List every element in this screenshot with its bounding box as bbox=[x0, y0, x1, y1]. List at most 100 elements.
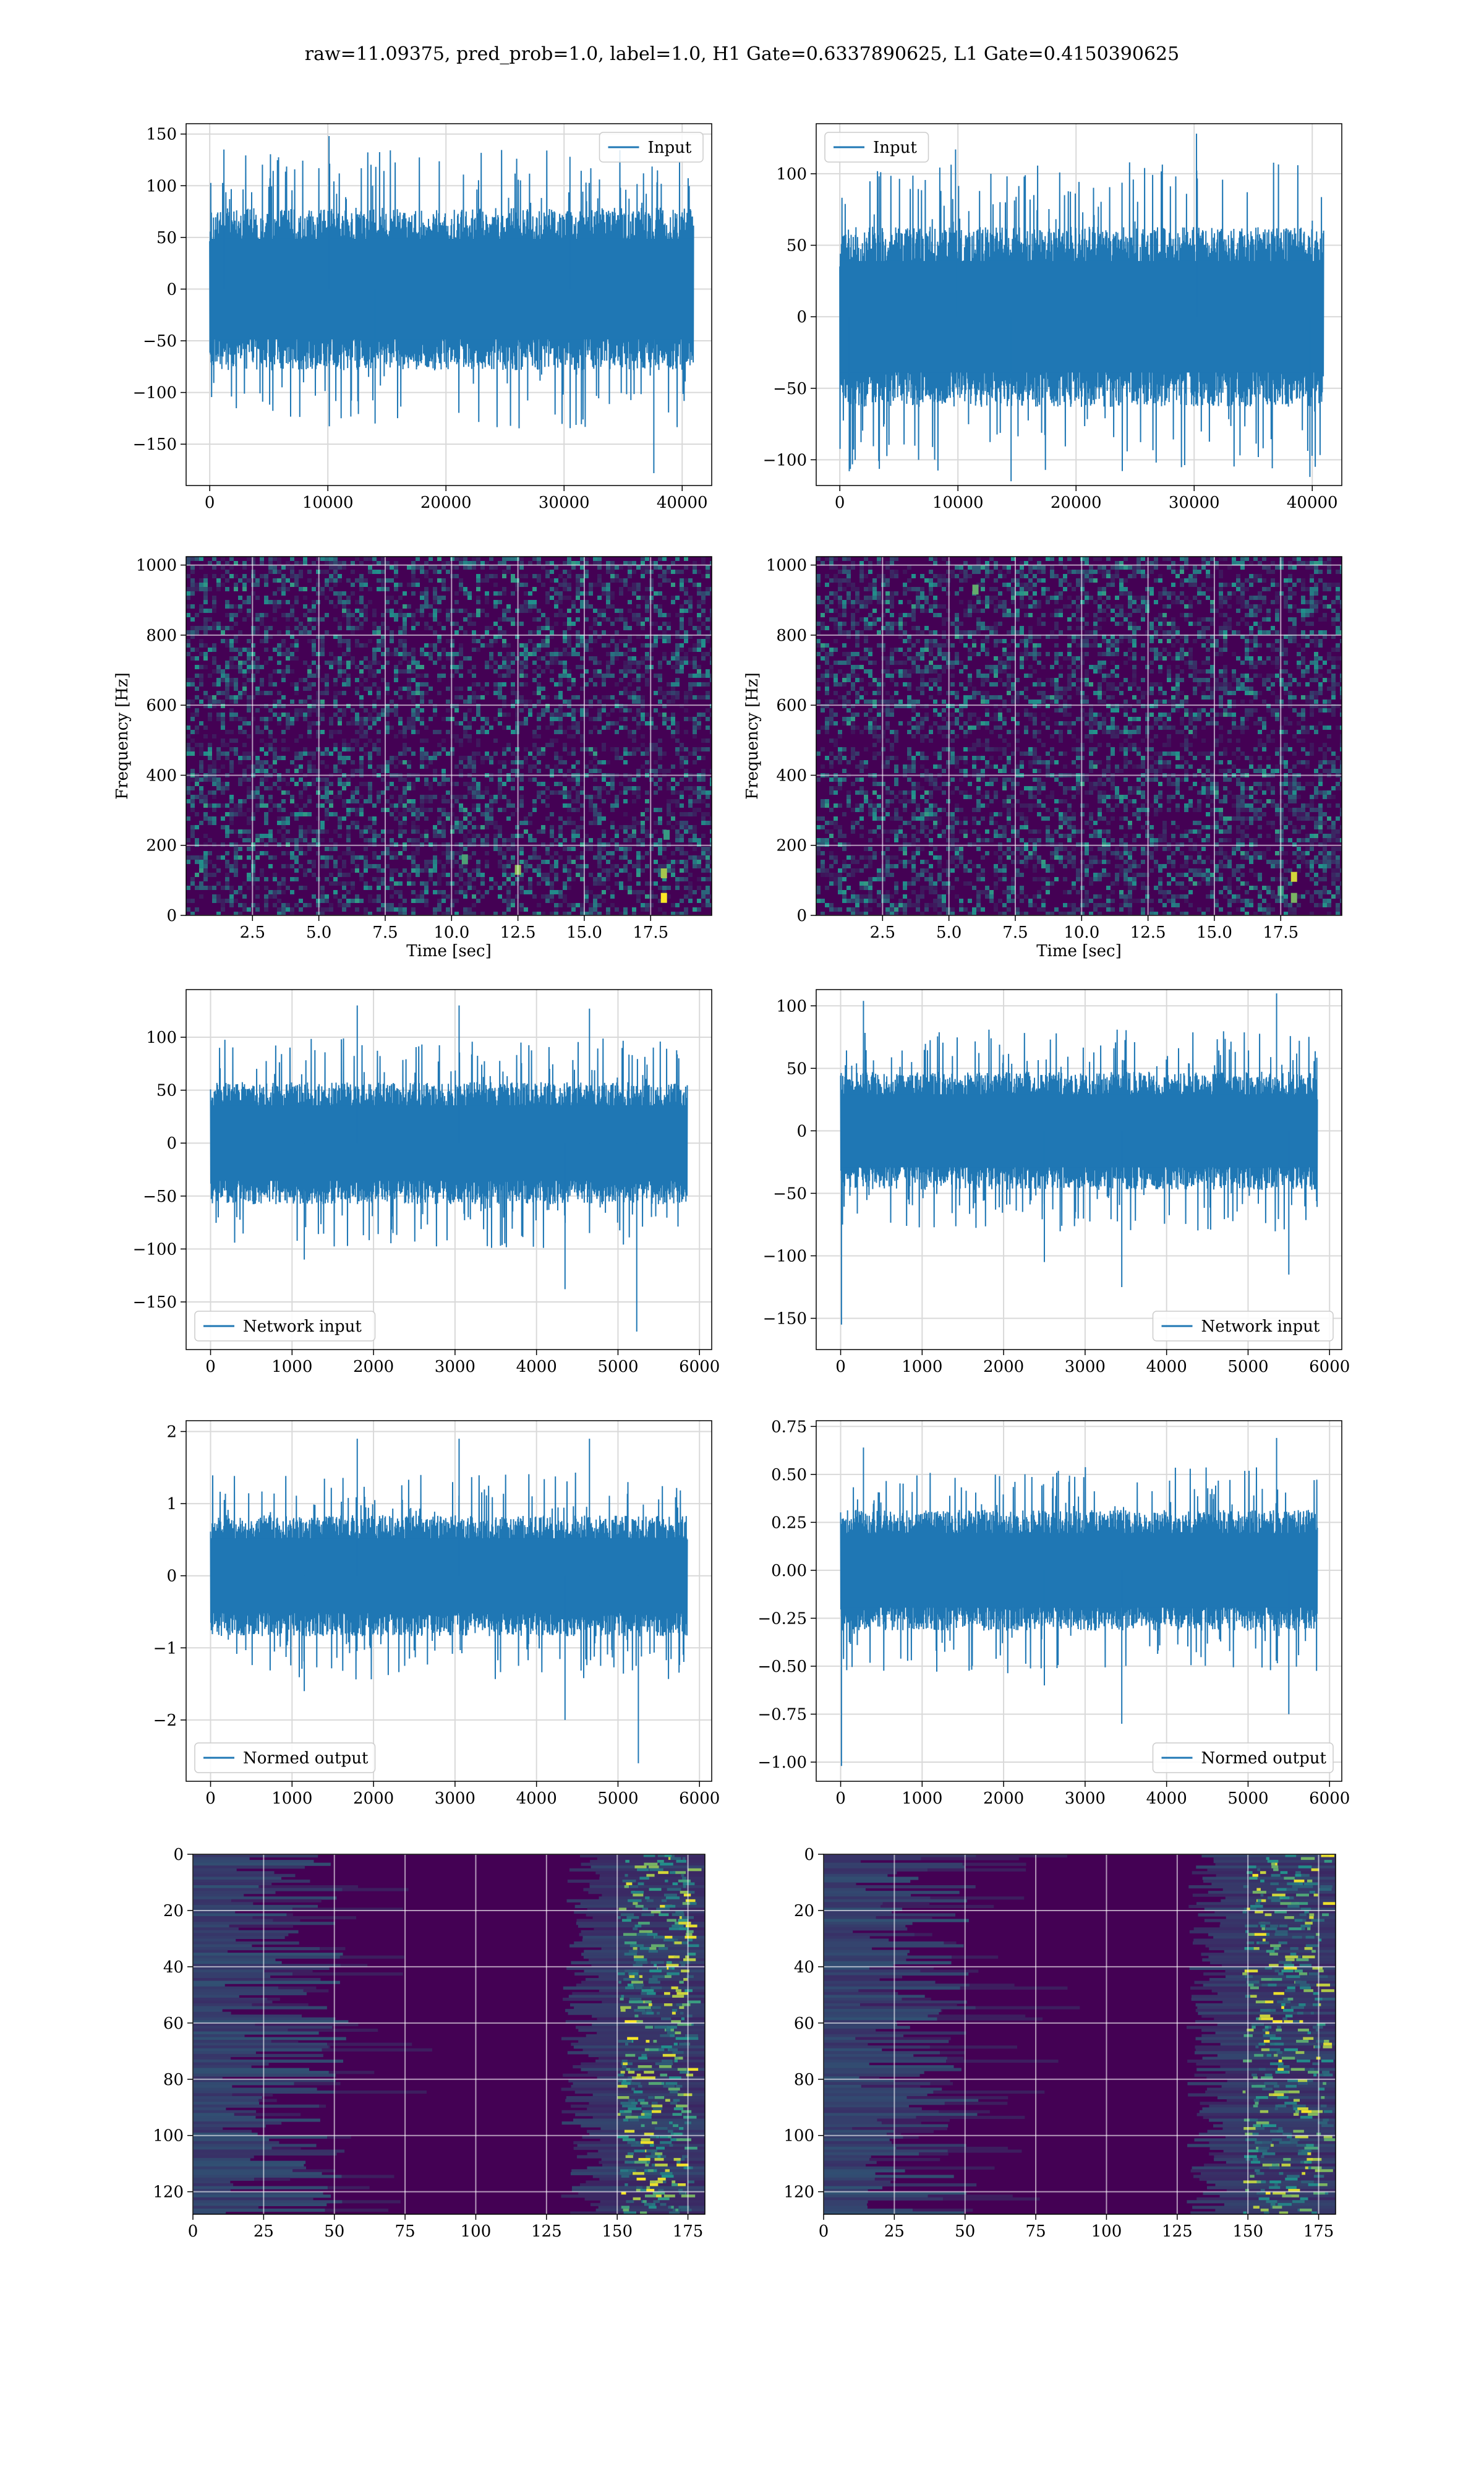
features-h1-ytick-label: 100 bbox=[153, 2127, 184, 2146]
features-h1-ytick-label: 40 bbox=[163, 1958, 184, 1977]
input-h1-xtick-label: 30000 bbox=[539, 494, 590, 512]
features-h1-chart: 0 25 50 75 100 125 150 175 0 20 40 60 80 100 120 bbox=[153, 1846, 706, 2241]
input-h1-frame bbox=[186, 123, 712, 486]
input-l1-trace bbox=[839, 162, 1324, 471]
spectrogram-h1-hotspot-1 bbox=[660, 868, 667, 879]
input-h1-chart: 0 10000 20000 30000 40000 −150 −100 −50 0 50 100 15… bbox=[133, 123, 712, 512]
input-h1-xtick-label: 10000 bbox=[302, 494, 354, 512]
features-h1-xtick-label: 75 bbox=[395, 2222, 416, 2241]
network-input-l1-xtick-label: 2000 bbox=[983, 1358, 1024, 1376]
network-input-h1-frame bbox=[186, 989, 712, 1350]
spectrogram-l1-xlabel: Time [sec] bbox=[1036, 942, 1122, 961]
normed-output-h1-legend: Normed output bbox=[194, 1742, 376, 1773]
normed-output-h1-ytick-label: 2 bbox=[166, 1423, 177, 1441]
network-input-l1-ytick-label: −100 bbox=[763, 1247, 807, 1265]
features-l1-xtick-label: 175 bbox=[1303, 2222, 1334, 2241]
features-h1-xtick-label: 125 bbox=[531, 2222, 562, 2241]
normed-output-l1-ytick-label: 0.50 bbox=[771, 1466, 807, 1484]
input-h1-trace bbox=[209, 150, 694, 429]
network-input-h1-legend-label: Network input bbox=[243, 1317, 362, 1336]
spectrogram-h1-xtick-label: 15.0 bbox=[566, 923, 602, 942]
normed-output-h1-xtick-label: 3000 bbox=[435, 1789, 475, 1808]
spectrogram-l1-xtick-label: 10.0 bbox=[1064, 923, 1099, 942]
spectrogram-l1-chart: 2.5 5.0 7.5 10.0 12.5 15.0 17.5 0 200 400 600 800 10… bbox=[743, 556, 1342, 961]
network-input-l1-ytick-label: −150 bbox=[763, 1309, 807, 1328]
spectrogram-h1-ytick-label: 0 bbox=[166, 907, 177, 925]
network-input-l1-ytick-label: 100 bbox=[776, 997, 807, 1016]
normed-output-h1-xtick-label: 0 bbox=[205, 1789, 216, 1808]
input-h1-ytick-label: −150 bbox=[133, 435, 177, 454]
input-l1-chart: 0 10000 20000 30000 40000 −100 −50 0 50 100 Input bbox=[763, 123, 1342, 512]
normed-output-l1-legend-label: Normed output bbox=[1201, 1749, 1327, 1768]
features-h1-frame bbox=[192, 1854, 706, 2215]
spectrogram-h1-ytick-label: 200 bbox=[146, 837, 177, 855]
spectrogram-l1-xtick-label: 5.0 bbox=[936, 923, 962, 942]
network-input-l1-chart: 0 1000 2000 3000 4000 5000 6000 −150 −100 −50 0 50 1… bbox=[763, 989, 1350, 1376]
spectrogram-h1-heatmap bbox=[186, 557, 712, 915]
spectrogram-h1-hotspot-3 bbox=[461, 854, 468, 865]
network-input-h1-xtick-label: 4000 bbox=[516, 1358, 557, 1376]
normed-output-l1-legend: Normed output bbox=[1152, 1742, 1334, 1773]
features-h1-ytick-label: 20 bbox=[163, 1902, 184, 1920]
spectrogram-h1-ytick-label: 800 bbox=[146, 627, 177, 645]
network-input-l1-xtick-label: 6000 bbox=[1309, 1358, 1350, 1376]
network-input-h1-xtick-label: 6000 bbox=[679, 1358, 720, 1376]
network-input-l1-ytick-label: 50 bbox=[787, 1059, 807, 1078]
input-l1-xtick-label: 20000 bbox=[1051, 494, 1102, 512]
input-h1-xtick-label: 40000 bbox=[657, 494, 708, 512]
normed-output-l1-ytick-label: −0.50 bbox=[757, 1658, 807, 1676]
network-input-h1-trace-fill bbox=[210, 1105, 688, 1181]
spectrogram-h1-xtick-label: 7.5 bbox=[372, 923, 398, 942]
features-h1-xtick-label: 100 bbox=[461, 2222, 492, 2241]
features-l1-ytick-label: 40 bbox=[794, 1958, 814, 1977]
normed-output-h1-ytick-label: −1 bbox=[153, 1639, 177, 1658]
network-input-h1-chart: 0 1000 2000 3000 4000 5000 6000 −150 −100 −50 0 50 1… bbox=[133, 989, 720, 1376]
features-h1-ytick-label: 0 bbox=[173, 1846, 184, 1864]
normed-output-h1-frame bbox=[186, 1420, 712, 1782]
spectrogram-h1-ytick-label: 600 bbox=[146, 696, 177, 715]
network-input-h1-xtick-label: 0 bbox=[205, 1358, 216, 1376]
normed-output-l1-ytick-label: 0.75 bbox=[771, 1418, 807, 1436]
normed-output-l1-xtick-label: 1000 bbox=[902, 1789, 942, 1808]
normed-output-h1-ytick-label: −2 bbox=[153, 1711, 177, 1730]
features-l1-xtick-label: 0 bbox=[819, 2222, 829, 2241]
normed-output-l1-xtick-label: 0 bbox=[835, 1789, 846, 1808]
network-input-h1-xtick-label: 2000 bbox=[353, 1358, 394, 1376]
features-l1-ytick-label: 120 bbox=[783, 2183, 814, 2202]
normed-output-h1-xtick-label: 1000 bbox=[271, 1789, 312, 1808]
spectrogram-l1-heatmap bbox=[816, 557, 1342, 915]
spectrogram-h1-xtick-label: 12.5 bbox=[500, 923, 536, 942]
input-h1-xtick-label: 20000 bbox=[420, 494, 472, 512]
input-l1-frame bbox=[816, 123, 1342, 486]
input-h1-ytick-label: 0 bbox=[166, 280, 177, 299]
normed-output-l1-frame bbox=[816, 1420, 1342, 1782]
input-h1-ytick-label: −100 bbox=[133, 384, 177, 403]
spectrogram-l1-xtick-label: 12.5 bbox=[1130, 923, 1166, 942]
features-l1-xtick-label: 150 bbox=[1232, 2222, 1263, 2241]
spectrogram-l1-xtick-label: 17.5 bbox=[1263, 923, 1298, 942]
features-h1-ytick-label: 120 bbox=[153, 2183, 184, 2202]
spectrogram-l1-hotspot-1 bbox=[1290, 892, 1297, 903]
features-l1-xtick-label: 50 bbox=[955, 2222, 975, 2241]
features-l1-xtick-label: 75 bbox=[1026, 2222, 1046, 2241]
input-h1-ytick-label: 150 bbox=[146, 126, 177, 144]
network-input-l1-ytick-label: 0 bbox=[796, 1122, 807, 1141]
input-l1-trace-fill bbox=[840, 260, 1324, 373]
spectrogram-h1-ytick-label: 400 bbox=[146, 766, 177, 785]
spectrogram-h1-xtick-label: 10.0 bbox=[433, 923, 469, 942]
features-h1-ytick-label: 60 bbox=[163, 2014, 184, 2033]
features-h1-xtick-label: 175 bbox=[673, 2222, 704, 2241]
spectrogram-l1-hotspot-0 bbox=[1290, 871, 1297, 882]
network-input-l1-ytick-label: −50 bbox=[773, 1184, 807, 1203]
spectrogram-h1-xtick-label: 5.0 bbox=[306, 923, 331, 942]
input-h1-legend: Input bbox=[599, 132, 704, 163]
spectrogram-h1-hotspot-0 bbox=[660, 892, 667, 903]
normed-output-h1-xtick-label: 2000 bbox=[353, 1789, 394, 1808]
spectrogram-l1-xtick-label: 2.5 bbox=[870, 923, 895, 942]
normed-output-h1-xtick-label: 4000 bbox=[516, 1789, 557, 1808]
features-l1-heatmap bbox=[824, 1854, 1336, 2214]
normed-output-l1-ytick-label: −0.75 bbox=[757, 1705, 807, 1724]
normed-output-l1-xtick-label: 6000 bbox=[1309, 1789, 1350, 1808]
